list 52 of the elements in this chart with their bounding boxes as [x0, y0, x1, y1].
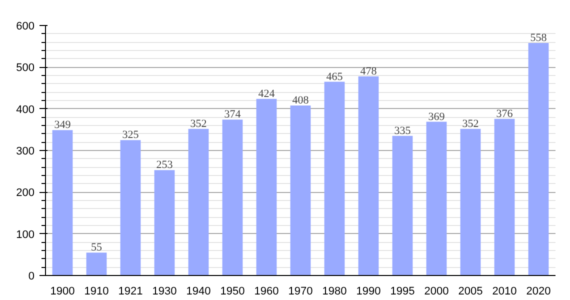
bar [52, 130, 73, 276]
data-label: 335 [394, 124, 412, 137]
x-tick-label: 2005 [458, 286, 483, 298]
x-tick-label: 1990 [356, 286, 381, 298]
x-tick-label: 1970 [288, 286, 313, 298]
y-tick-label: 400 [16, 104, 35, 116]
data-label: 374 [224, 108, 242, 121]
bar [120, 140, 141, 276]
data-label: 325 [122, 129, 140, 142]
data-label: 352 [462, 118, 479, 130]
data-label: 253 [156, 159, 174, 172]
data-label: 478 [360, 65, 378, 78]
x-tick-label: 1960 [254, 286, 279, 298]
data-label: 424 [258, 88, 276, 100]
x-tick-label: 1950 [220, 286, 245, 298]
x-tick-label: 1921 [118, 286, 143, 298]
data-label: 352 [190, 118, 207, 130]
bar [392, 136, 413, 276]
bar [222, 120, 243, 276]
bar [324, 82, 345, 276]
x-tick-label: 1980 [322, 286, 347, 298]
data-label: 465 [326, 70, 344, 83]
x-tick-label: 1940 [186, 286, 211, 298]
bar [528, 43, 549, 276]
y-tick-label: 0 [28, 270, 35, 282]
bar [460, 128, 481, 276]
bar [256, 98, 277, 276]
bar [358, 76, 379, 276]
y-tick-label: 100 [16, 228, 35, 241]
x-tick-label: 1910 [84, 286, 109, 298]
data-label: 349 [54, 119, 72, 132]
data-label: 55 [91, 242, 102, 254]
data-label: 558 [530, 32, 548, 44]
y-tick-label: 500 [16, 62, 35, 74]
x-tick-label: 1995 [390, 286, 415, 298]
data-label: 408 [292, 94, 310, 106]
data-label: 369 [428, 110, 446, 123]
x-tick-label: 2010 [492, 286, 517, 298]
x-tick-label: 1900 [50, 286, 75, 298]
x-tick-label: 1930 [152, 286, 177, 298]
y-tick-label: 200 [16, 187, 35, 200]
bar [86, 252, 107, 276]
bar [494, 118, 515, 276]
y-tick-label: 600 [16, 20, 35, 32]
bar [290, 106, 311, 276]
bar [154, 170, 175, 276]
bar [188, 128, 209, 276]
bar [426, 122, 447, 276]
data-label: 376 [496, 108, 514, 120]
x-tick-label: 2020 [526, 286, 551, 298]
y-tick-label: 300 [16, 146, 35, 158]
x-tick-label: 2000 [424, 286, 449, 298]
